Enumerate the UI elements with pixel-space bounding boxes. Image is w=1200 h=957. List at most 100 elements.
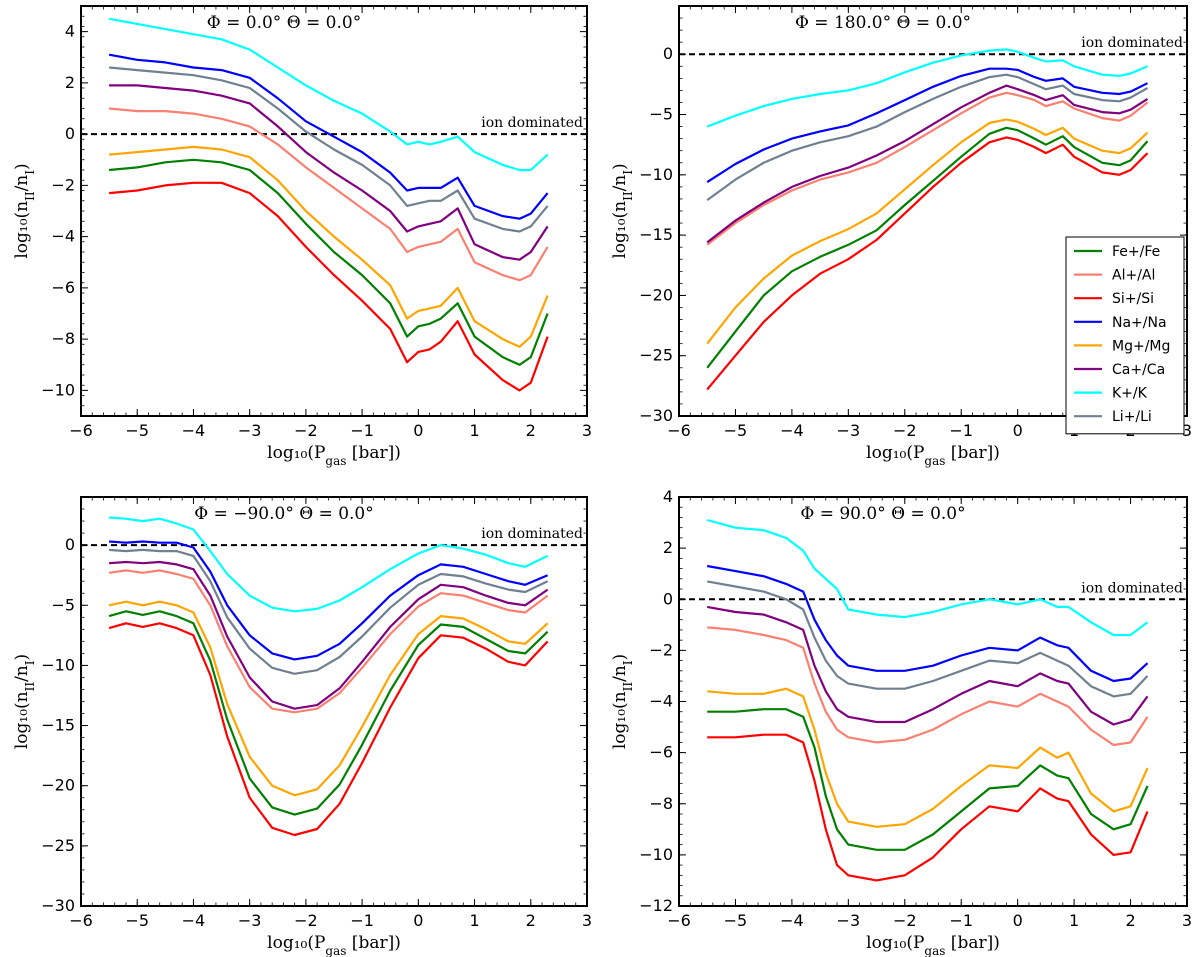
legend-entry: Li+/Li [1112,409,1152,425]
x-tick-label: −1 [350,911,374,930]
series-line-kk [706,48,1148,128]
legend-entry: Si+/Si [1112,291,1154,307]
x-tick-label: 0 [413,421,423,440]
x-tick-label: −6 [667,911,691,930]
x-axis-label: log₁₀(Pgas [bar]) [267,443,401,468]
series-group [108,516,549,837]
y-tick-label: −10 [41,380,75,399]
y-tick-label: 4 [65,22,75,41]
x-tick-label: 0 [1013,421,1023,440]
series-line-nana [108,53,549,220]
x-tick-label: 0 [1013,911,1023,930]
x-tick-label: 3 [582,911,592,930]
series-line-mgmg [109,145,549,348]
panel-title: Φ = 90.0° Θ = 0.0° [800,504,965,524]
ion-dominated-label: ion dominated [481,115,583,131]
x-tick-label: −1 [949,911,973,930]
y-tick-label: 0 [663,44,673,63]
series-line-mgmg [707,687,1149,828]
y-axis-label: log₁₀(nII/nI) [12,163,37,258]
y-axis-label: log₁₀(nII/nI) [610,163,635,258]
x-tick-label: 3 [1182,421,1192,440]
x-tick-label: −1 [350,421,374,440]
y-tick-label: −4 [51,227,75,246]
series-line-caca [109,560,549,710]
x-tick-label: −2 [294,911,318,930]
plot-frame [80,5,588,417]
x-tick-label: −6 [667,421,691,440]
y-tick-label: −10 [41,655,75,674]
legend-entry: Al+/Al [1112,268,1155,284]
y-tick-label: −15 [639,225,673,244]
x-axis-label: log₁₀(Pgas [bar]) [866,443,1000,468]
series-line-mgmg [706,118,1149,345]
series-line-alal [707,626,1149,747]
series-line-caca [706,84,1149,244]
x-tick-label: −4 [182,421,206,440]
y-tick-label: −10 [639,845,673,864]
series-group [706,48,1149,391]
ion-dominated-label: ion dominated [1081,35,1183,51]
x-tick-label: −3 [238,911,262,930]
y-tick-label: −8 [649,794,673,813]
x-tick-label: −4 [182,911,206,930]
legend: Fe+/Fe Al+/Al Si+/Si Na+/Na Mg+/Mg Ca+/Ca K+/K… [1065,236,1185,435]
y-tick-label: −8 [51,329,75,348]
x-tick-label: 3 [582,421,592,440]
series-line-sisi [707,733,1149,882]
series-line-lili [109,548,549,675]
x-tick-label: −5 [724,421,748,440]
series-line-sisi [108,181,549,392]
series-line-kk [706,518,1149,637]
y-tick-label: 2 [65,73,75,92]
series-line-lili [707,580,1149,698]
legend-entry: K+/K [1112,386,1148,402]
y-tick-label: −15 [41,716,75,735]
plot-frame [678,496,1188,907]
panel-title: Φ = −90.0° Θ = 0.0° [194,504,374,524]
y-tick-label: −30 [41,896,75,915]
series-line-caca [707,605,1149,726]
panel-3: −6 −5 −4 −3 −2 −1 0 1 2 3−30−25−20−15−10−50Φ = −9… [12,496,592,957]
series-line-caca [109,84,549,261]
y-tick-label: 0 [663,589,673,608]
x-tick-label: −4 [780,421,804,440]
y-tick-label: −20 [639,285,673,304]
series-line-nana [706,67,1148,184]
x-tick-label: −3 [238,421,262,440]
series-line-nana [707,564,1149,683]
x-tick-label: −5 [125,421,149,440]
x-tick-label: 1 [469,421,479,440]
y-tick-label: 0 [65,535,75,554]
legend-entry: Fe+/Fe [1112,244,1160,260]
plot-frame [80,496,588,907]
y-tick-label: −5 [649,105,673,124]
x-axis-label: log₁₀(Pgas [bar]) [267,933,401,957]
series-line-kk [109,516,549,613]
panel-title: Φ = 0.0° Θ = 0.0° [207,13,361,33]
x-tick-label: −5 [125,911,149,930]
y-tick-label: −30 [639,406,673,425]
y-tick-label: 0 [65,124,75,143]
y-axis-label: log₁₀(nII/nI) [610,654,635,749]
x-tick-label: −2 [893,911,917,930]
x-tick-label: −6 [69,421,93,440]
legend-box [1065,236,1185,435]
x-tick-label: 2 [526,421,536,440]
y-tick-label: −2 [51,175,75,194]
legend-entry: Ca+/Ca [1112,362,1165,378]
series-line-fefe [706,126,1149,369]
series-line-nana [109,540,549,661]
series-line-alal [108,107,549,282]
y-tick-label: −5 [51,595,75,614]
series-group [108,17,549,392]
y-axis-label: log₁₀(nII/nI) [12,654,37,749]
x-tick-label: −6 [69,911,93,930]
x-tick-label: −3 [837,911,861,930]
series-group [706,518,1149,882]
legend-entry: Na+/Na [1112,315,1167,331]
series-line-kk [108,17,549,172]
